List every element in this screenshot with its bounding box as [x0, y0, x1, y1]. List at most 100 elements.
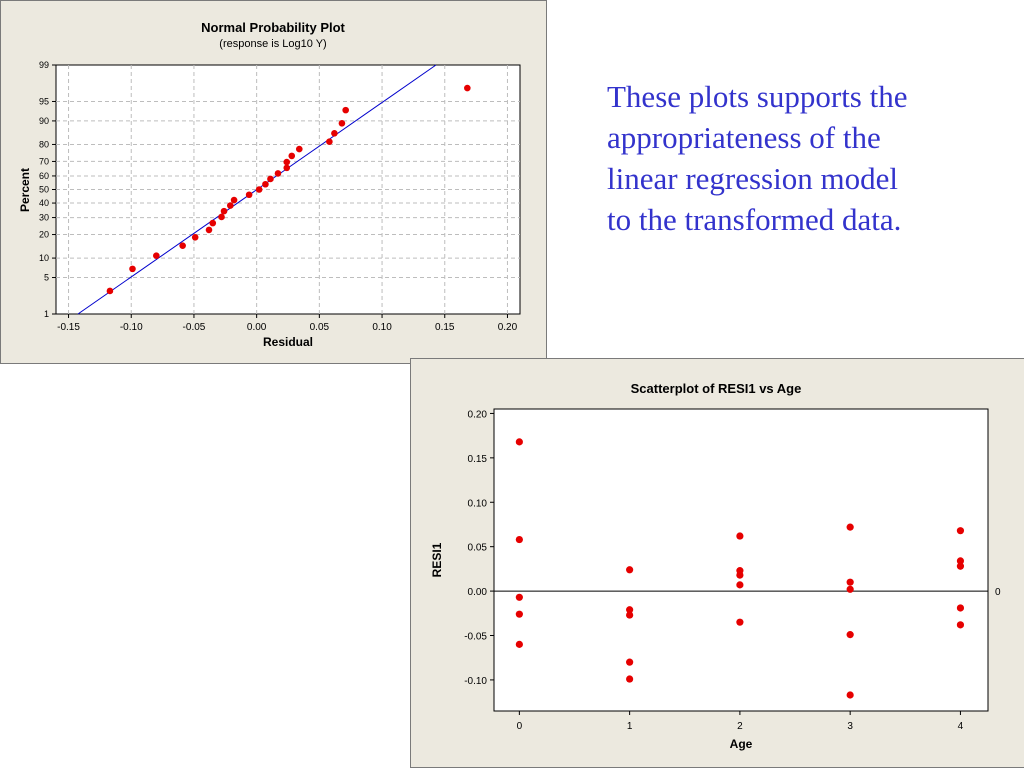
npp-data-point	[179, 242, 186, 249]
sc-y-tick-label: 0.05	[468, 543, 488, 554]
sc-y-tick-label: 0.20	[468, 409, 488, 420]
sc-y-tick-label: -0.05	[464, 632, 487, 643]
sc-title: Scatterplot of RESI1 vs Age	[631, 381, 802, 396]
sc-data-point	[846, 578, 854, 586]
npp-points	[106, 84, 471, 295]
npp-data-point	[220, 207, 228, 215]
scatterplot-panel: Scatterplot of RESI1 vs Age 0 0 1 2 3 4 -0.1…	[410, 358, 1024, 768]
sc-data-point	[736, 581, 744, 589]
sc-x-tick-label: 3	[847, 721, 853, 732]
sc-data-point	[626, 658, 634, 666]
sc-data-point	[956, 621, 965, 629]
npp-y-tick-label: 5	[44, 273, 49, 283]
npp-x-tick-label: 0.05	[310, 322, 330, 333]
sc-data-point	[956, 527, 965, 535]
sc-x-tick-label: 2	[737, 721, 743, 732]
npp-data-point	[267, 175, 274, 183]
sc-data-point	[515, 593, 523, 601]
npp-data-point	[205, 226, 213, 234]
sc-x-tick-label: 1	[627, 721, 633, 732]
npp-subtitle: (response is Log10 Y)	[219, 38, 326, 50]
sc-data-point	[626, 675, 634, 683]
normal-probability-plot: Normal Probability Plot (response is Log…	[18, 20, 521, 349]
npp-gridlines	[56, 65, 520, 314]
sc-data-point	[736, 571, 744, 579]
npp-y-ticks: 1 5 10 20 30 40 50 60 70 80 90 95 99	[39, 60, 56, 319]
npp-data-point	[288, 152, 296, 160]
npp-data-point	[262, 180, 269, 188]
npp-data-point	[227, 202, 234, 209]
sc-y-tick-label: 0.10	[468, 498, 488, 509]
npp-y-tick-label: 1	[44, 309, 49, 319]
npp-data-point	[129, 265, 136, 273]
sc-reference-label: 0	[995, 587, 1001, 598]
sc-data-point	[956, 557, 965, 565]
sc-data-point	[626, 566, 634, 574]
npp-data-point	[106, 287, 114, 295]
npp-x-tick-label: -0.15	[57, 322, 80, 333]
npp-data-point	[274, 170, 282, 177]
npp-data-point	[331, 130, 338, 137]
sc-y-axis-label: RESI1	[430, 542, 444, 577]
npp-y-axis-label: Percent	[18, 168, 32, 212]
npp-y-tick-label: 10	[39, 253, 49, 263]
npp-x-axis-label: Residual	[263, 335, 313, 349]
npp-data-point	[295, 145, 303, 153]
sc-y-ticks: -0.10 -0.05 0.00 0.05 0.10 0.15 0.20	[464, 409, 494, 687]
sc-data-point	[846, 631, 854, 639]
sc-x-tick-label: 0	[517, 721, 523, 732]
npp-title: Normal Probability Plot	[201, 20, 345, 35]
npp-data-point	[255, 186, 263, 193]
sc-data-point	[736, 532, 744, 540]
npp-x-tick-label: -0.10	[120, 322, 143, 333]
sc-data-point	[736, 618, 744, 626]
npp-y-tick-label: 60	[39, 171, 49, 181]
sc-data-point	[846, 691, 854, 699]
sc-x-ticks: 0 1 2 3 4	[517, 711, 964, 732]
npp-data-point	[191, 233, 199, 241]
sc-data-point	[515, 535, 523, 544]
npp-x-tick-label: 0.15	[435, 322, 455, 333]
sc-data-point	[846, 523, 854, 531]
sc-data-point	[626, 606, 634, 614]
npp-y-tick-label: 95	[39, 96, 49, 106]
npp-data-point	[283, 164, 291, 172]
sc-points	[515, 438, 965, 699]
npp-data-point	[153, 252, 160, 260]
npp-data-point	[209, 219, 217, 227]
npp-data-point	[342, 106, 349, 114]
npp-x-tick-label: 0.00	[247, 322, 267, 333]
sc-data-point	[846, 585, 854, 593]
npp-y-tick-label: 40	[39, 198, 49, 208]
npp-data-point	[230, 196, 238, 204]
npp-y-tick-label: 30	[39, 213, 49, 223]
npp-data-point	[464, 84, 471, 92]
npp-data-point	[218, 213, 225, 221]
npp-y-tick-label: 99	[39, 60, 49, 70]
normal-probability-plot-panel: Normal Probability Plot (response is Log…	[0, 0, 547, 364]
npp-data-point	[326, 138, 333, 146]
npp-y-tick-label: 50	[39, 185, 49, 195]
npp-y-tick-label: 70	[39, 156, 49, 166]
npp-y-tick-label: 20	[39, 230, 49, 240]
sc-y-tick-label: 0.15	[468, 454, 488, 465]
sc-data-point	[626, 611, 634, 619]
npp-y-tick-label: 80	[39, 139, 49, 149]
sc-y-tick-label: 0.00	[468, 587, 488, 598]
npp-x-tick-label: 0.20	[498, 322, 518, 333]
npp-y-tick-label: 90	[39, 116, 49, 126]
sc-x-axis-label: Age	[730, 737, 753, 751]
npp-x-tick-label: -0.05	[183, 322, 206, 333]
npp-data-point	[283, 158, 291, 166]
annotation-text: These plots supports the appropriateness…	[607, 79, 908, 237]
sc-x-tick-label: 4	[958, 721, 964, 732]
npp-x-tick-label: 0.10	[372, 322, 392, 333]
sc-data-point	[515, 438, 523, 446]
npp-x-ticks: -0.15 -0.10 -0.05 0.00 0.05 0.10 0.15 0.20	[57, 314, 518, 333]
npp-data-point	[245, 191, 253, 199]
sc-data-point	[956, 562, 965, 570]
sc-data-point	[515, 610, 523, 618]
npp-data-point	[338, 119, 346, 127]
sc-data-point	[515, 640, 523, 648]
sc-y-tick-label: -0.10	[464, 676, 487, 687]
